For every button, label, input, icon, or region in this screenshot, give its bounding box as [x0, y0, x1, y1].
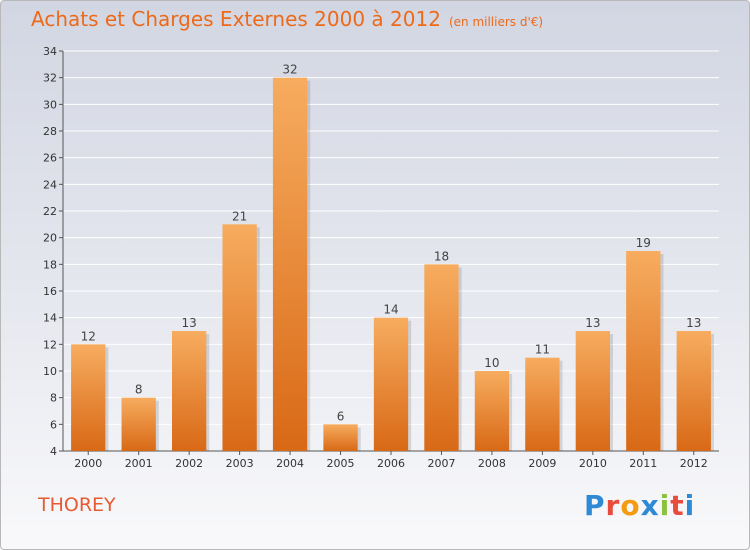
x-tick-label: 2005: [327, 457, 355, 470]
bar-2000: [71, 344, 106, 451]
x-tick-label: 2006: [377, 457, 405, 470]
bar-2002: [171, 331, 207, 451]
data-label: 14: [383, 303, 398, 317]
data-label: 8: [135, 383, 143, 397]
x-tick-label: 2001: [125, 457, 153, 470]
logo-letter: i: [659, 489, 671, 522]
y-tick-label: 28: [43, 125, 57, 138]
x-tick-label: 2012: [680, 457, 708, 470]
data-label: 21: [232, 209, 247, 223]
y-tick-label: 32: [43, 72, 57, 85]
y-tick-label: 12: [43, 338, 57, 351]
logo-letter: P: [584, 489, 606, 522]
bar-2004: [272, 77, 308, 452]
bar-2001: [121, 397, 156, 451]
logo-letter: o: [620, 489, 641, 522]
x-tick-label: 2000: [74, 457, 102, 470]
bars: [71, 77, 714, 452]
bar-2010: [575, 331, 611, 451]
y-tick-label: 24: [43, 178, 57, 191]
data-label: 13: [182, 316, 197, 330]
chart-title: Achats et Charges Externes 2000 à 2012 (e…: [31, 7, 543, 31]
data-label: 19: [636, 236, 651, 250]
x-tick-label: 2010: [579, 457, 607, 470]
y-tick-label: 16: [43, 285, 57, 298]
y-tick-label: 18: [43, 258, 57, 271]
proxiti-logo: Proxiti: [584, 489, 695, 522]
x-tick-label: 2011: [629, 457, 657, 470]
bar-2008: [474, 371, 510, 451]
chart-title-text: Achats et Charges Externes 2000 à 2012: [31, 7, 441, 31]
data-label: 13: [686, 316, 701, 330]
y-tick-label: 20: [43, 232, 57, 245]
x-tick-label: 2002: [175, 457, 203, 470]
y-tick-label: 22: [43, 205, 57, 218]
x-tick-label: 2008: [478, 457, 506, 470]
commune-name: THOREY: [38, 494, 116, 516]
data-label: 11: [535, 343, 550, 357]
bar-2005: [323, 424, 358, 451]
data-label: 6: [337, 409, 345, 423]
bar-2011: [626, 251, 661, 451]
y-tick-label: 34: [43, 45, 57, 58]
bar-2006: [373, 317, 409, 451]
data-label: 32: [282, 63, 297, 77]
y-tick-label: 30: [43, 98, 57, 111]
logo-letter: r: [605, 489, 621, 522]
data-label: 18: [434, 249, 449, 263]
data-label: 12: [81, 329, 96, 343]
bar-2012: [676, 331, 711, 451]
y-tick-label: 26: [43, 152, 57, 165]
data-label: 13: [585, 316, 600, 330]
bar-2003: [222, 224, 257, 451]
y-tick-label: 14: [43, 312, 57, 325]
bar-2009: [525, 357, 560, 451]
logo-letter: x: [640, 489, 660, 522]
x-tick-label: 2004: [276, 457, 304, 470]
logo-letter: t: [670, 489, 685, 522]
chart-subtitle: (en milliers d'€): [448, 15, 544, 29]
labels: 12 8 13 21 32 6 14 18 10 11 13 19 13: [81, 63, 702, 424]
bar-2007: [424, 264, 459, 451]
y-tick-label: 8: [50, 392, 57, 405]
x-tick-label: 2003: [226, 457, 254, 470]
x-tick-label: 2007: [427, 457, 455, 470]
y-tick-label: 6: [50, 418, 57, 431]
logo-letter: i: [684, 489, 696, 522]
x-tick-label: 2009: [528, 457, 556, 470]
y-tick-label: 4: [50, 445, 57, 458]
data-label: 10: [484, 356, 499, 370]
y-tick-label: 10: [43, 365, 57, 378]
